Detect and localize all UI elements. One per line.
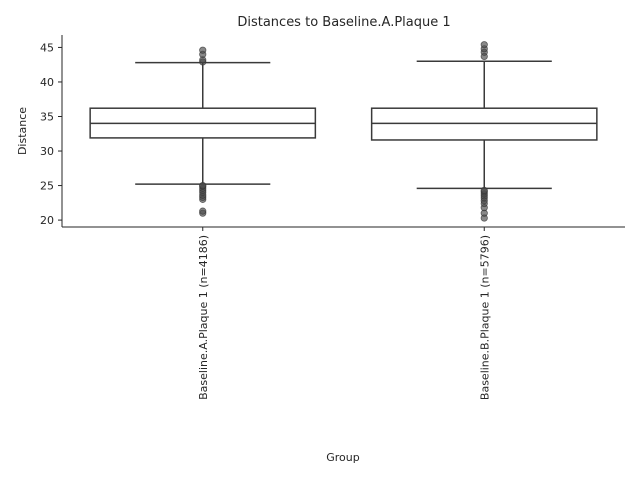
chart-title: Distances to Baseline.A.Plaque 1: [237, 15, 450, 30]
outlier-point: [480, 186, 488, 194]
y-tick-label: 25: [40, 180, 54, 193]
outlier-point: [199, 46, 207, 54]
x-tick-label: Baseline.A.Plaque 1 (n=4186): [197, 235, 210, 400]
axes: [61, 35, 625, 228]
x-tick-label: Baseline.B.Plaque 1 (n=5796): [478, 235, 491, 400]
box-group: [370, 41, 598, 222]
x-tick-labels: Baseline.A.Plaque 1 (n=4186) Baseline.B.P…: [197, 227, 491, 400]
y-ticks: 20 25 30 35 40 45: [40, 41, 62, 227]
outlier-point: [199, 207, 207, 215]
y-tick-label: 20: [40, 214, 54, 227]
box-group: [89, 46, 317, 217]
y-tick-label: 35: [40, 110, 54, 123]
boxes: [89, 41, 598, 222]
y-axis-label: Distance: [16, 107, 29, 155]
y-tick-label: 40: [40, 76, 54, 89]
y-tick-label: 45: [40, 41, 54, 54]
x-axis-label: Group: [326, 451, 360, 464]
outlier-point: [199, 181, 207, 190]
y-tick-label: 30: [40, 145, 54, 158]
outlier-point: [480, 41, 488, 49]
